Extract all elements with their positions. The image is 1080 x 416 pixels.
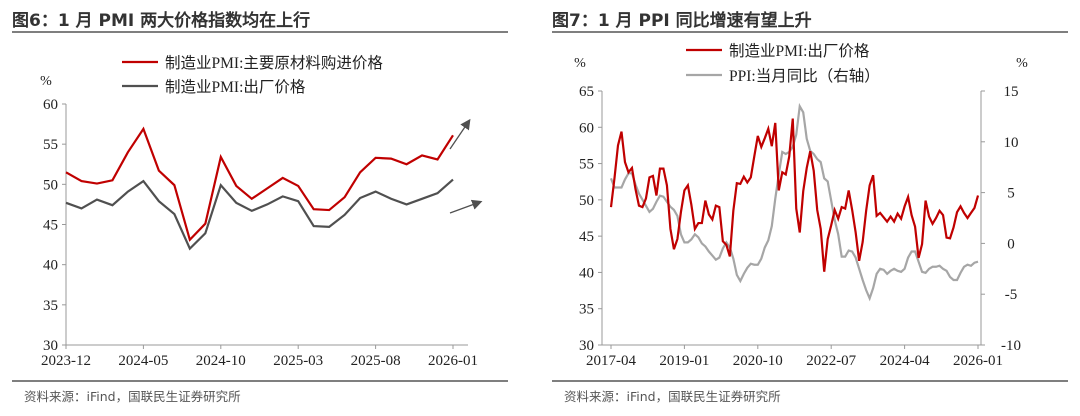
trend-arrow-icon bbox=[449, 199, 483, 214]
y-tick-label: 35 bbox=[43, 298, 58, 314]
left-y-unit-label: % bbox=[574, 56, 586, 71]
series-line-right bbox=[609, 102, 979, 302]
right-chart-source: 资料来源：iFind，国联民生证券研究所 bbox=[564, 389, 781, 404]
right-chart-title: 图7：1 月 PPI 同比增速有望上升 bbox=[552, 11, 812, 31]
x-tick-label: 2024-05 bbox=[118, 353, 168, 369]
series-line-1 bbox=[65, 126, 454, 242]
x-tick-label: 2026-01 bbox=[428, 353, 478, 369]
x-tick-label: 2025-03 bbox=[273, 353, 323, 369]
legend-label: 制造业PMI:出厂价格 bbox=[729, 42, 870, 60]
right-y-tick-label: -10 bbox=[1001, 338, 1021, 354]
left-y-tick-label: 50 bbox=[579, 193, 594, 209]
y-tick-label: 45 bbox=[43, 218, 58, 234]
x-tick-label: 2022-07 bbox=[806, 353, 856, 369]
y-tick-label: 40 bbox=[43, 258, 58, 274]
legend-label: PPI:当月同比（右轴） bbox=[729, 67, 880, 85]
right-y-tick-label: 5 bbox=[1007, 186, 1015, 202]
right-y-tick-label: 0 bbox=[1007, 236, 1015, 252]
left-y-tick-label: 65 bbox=[579, 84, 594, 100]
right-y-tick-label: 15 bbox=[1004, 84, 1019, 100]
y-tick-label: 55 bbox=[43, 137, 58, 153]
y-tick-label: 60 bbox=[43, 97, 58, 113]
right-y-tick-label: 10 bbox=[1004, 135, 1019, 151]
x-tick-label: 2026-01 bbox=[953, 353, 1003, 369]
right-y-unit-label: % bbox=[1016, 56, 1028, 71]
left-y-tick-label: 30 bbox=[579, 338, 594, 354]
legend-label: 制造业PMI:主要原材料购进价格 bbox=[165, 54, 383, 72]
x-tick-label: 2019-01 bbox=[659, 353, 709, 369]
series-line-left bbox=[609, 118, 980, 272]
right-y-tick-label: -5 bbox=[1005, 287, 1018, 303]
x-tick-label: 2020-10 bbox=[733, 353, 783, 369]
left-y-tick-label: 35 bbox=[579, 302, 594, 318]
left-y-tick-label: 40 bbox=[579, 265, 594, 281]
legend-label: 制造业PMI:出厂价格 bbox=[165, 78, 306, 96]
x-tick-label: 2025-08 bbox=[351, 353, 401, 369]
x-tick-label: 2023-12 bbox=[41, 353, 91, 369]
y-unit-label: % bbox=[40, 74, 52, 89]
left-y-tick-label: 55 bbox=[579, 157, 594, 173]
x-tick-label: 2024-04 bbox=[880, 353, 930, 369]
left-y-tick-label: 45 bbox=[579, 229, 594, 245]
x-tick-label: 2024-10 bbox=[196, 353, 246, 369]
trend-arrow-icon bbox=[449, 118, 471, 150]
x-tick-label: 2017-04 bbox=[586, 353, 636, 369]
left-chart-title: 图6：1 月 PMI 两大价格指数均在上行 bbox=[12, 11, 311, 31]
left-y-tick-label: 60 bbox=[579, 120, 594, 136]
left-chart-source: 资料来源：iFind，国联民生证券研究所 bbox=[24, 389, 241, 404]
series-line-2 bbox=[65, 178, 454, 251]
y-tick-label: 30 bbox=[43, 338, 58, 354]
y-tick-label: 50 bbox=[43, 177, 58, 193]
